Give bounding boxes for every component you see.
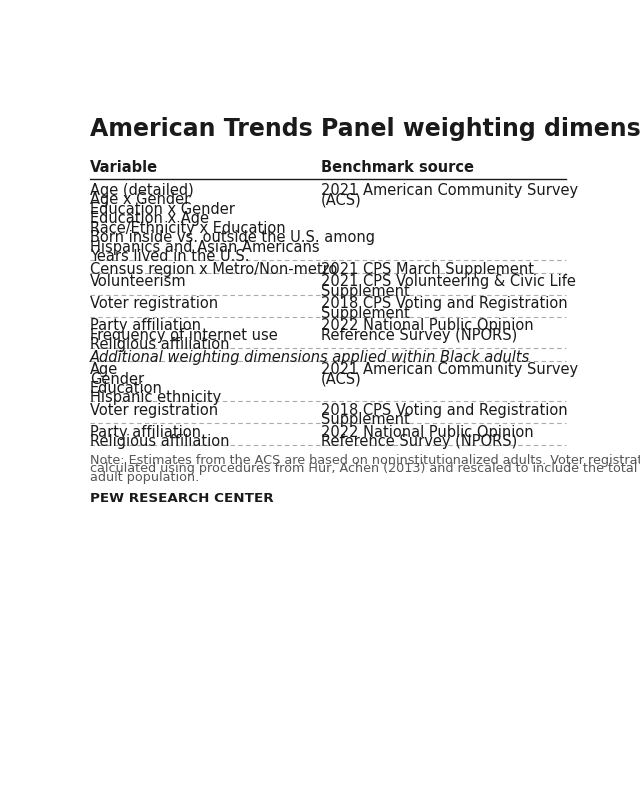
Text: 2018 CPS Voting and Registration: 2018 CPS Voting and Registration (321, 403, 567, 418)
Text: Race/Ethnicity x Education: Race/Ethnicity x Education (90, 220, 285, 236)
Text: Benchmark source: Benchmark source (321, 161, 474, 175)
Text: Reference Survey (NPORS): Reference Survey (NPORS) (321, 328, 517, 342)
Text: adult population.: adult population. (90, 471, 199, 484)
Text: PEW RESEARCH CENTER: PEW RESEARCH CENTER (90, 491, 273, 504)
Text: (ACS): (ACS) (321, 192, 362, 207)
Text: Reference Survey (NPORS): Reference Survey (NPORS) (321, 434, 517, 449)
Text: Census region x Metro/Non-metro: Census region x Metro/Non-metro (90, 261, 337, 277)
Text: Variable: Variable (90, 161, 158, 175)
Text: Supplement: Supplement (321, 306, 410, 320)
Text: 2021 American Community Survey: 2021 American Community Survey (321, 183, 578, 198)
Text: 2021 American Community Survey: 2021 American Community Survey (321, 362, 578, 377)
Text: 2021 CPS Volunteering & Civic Life: 2021 CPS Volunteering & Civic Life (321, 274, 575, 289)
Text: Education x Age: Education x Age (90, 211, 209, 226)
Text: Religious affiliation: Religious affiliation (90, 337, 229, 352)
Text: Age x Gender: Age x Gender (90, 192, 190, 207)
Text: 2021 CPS March Supplement: 2021 CPS March Supplement (321, 261, 534, 277)
Text: 2022 National Public Opinion: 2022 National Public Opinion (321, 318, 533, 333)
Text: Religious affiliation: Religious affiliation (90, 434, 229, 449)
Text: Note: Estimates from the ACS are based on noninstitutionalized adults. Voter reg: Note: Estimates from the ACS are based o… (90, 454, 640, 466)
Text: (ACS): (ACS) (321, 371, 362, 387)
Text: calculated using procedures from Hur, Achen (2013) and rescaled to include the t: calculated using procedures from Hur, Ac… (90, 462, 640, 475)
Text: Supplement: Supplement (321, 283, 410, 299)
Text: Party affiliation: Party affiliation (90, 425, 201, 440)
Text: Years lived in the U.S.: Years lived in the U.S. (90, 249, 250, 264)
Text: 2018 CPS Voting and Registration: 2018 CPS Voting and Registration (321, 296, 567, 312)
Text: American Trends Panel weighting dimensions: American Trends Panel weighting dimensio… (90, 117, 640, 140)
Text: Voter registration: Voter registration (90, 403, 218, 418)
Text: Born inside vs. outside the U.S. among: Born inside vs. outside the U.S. among (90, 230, 375, 245)
Text: Hispanic ethnicity: Hispanic ethnicity (90, 391, 221, 405)
Text: Volunteerism: Volunteerism (90, 274, 186, 289)
Text: Party affiliation: Party affiliation (90, 318, 201, 333)
Text: Education x Gender: Education x Gender (90, 202, 235, 217)
Text: Age (detailed): Age (detailed) (90, 183, 194, 198)
Text: Frequency of internet use: Frequency of internet use (90, 328, 278, 342)
Text: Education: Education (90, 381, 163, 396)
Text: Hispanics and Asian Americans: Hispanics and Asian Americans (90, 240, 319, 254)
Text: Additional weighting dimensions applied within Black adults: Additional weighting dimensions applied … (90, 349, 530, 365)
Text: 2022 National Public Opinion: 2022 National Public Opinion (321, 425, 533, 440)
Text: Supplement: Supplement (321, 412, 410, 428)
Text: Gender: Gender (90, 371, 144, 387)
Text: Voter registration: Voter registration (90, 296, 218, 312)
Text: Age: Age (90, 362, 118, 377)
